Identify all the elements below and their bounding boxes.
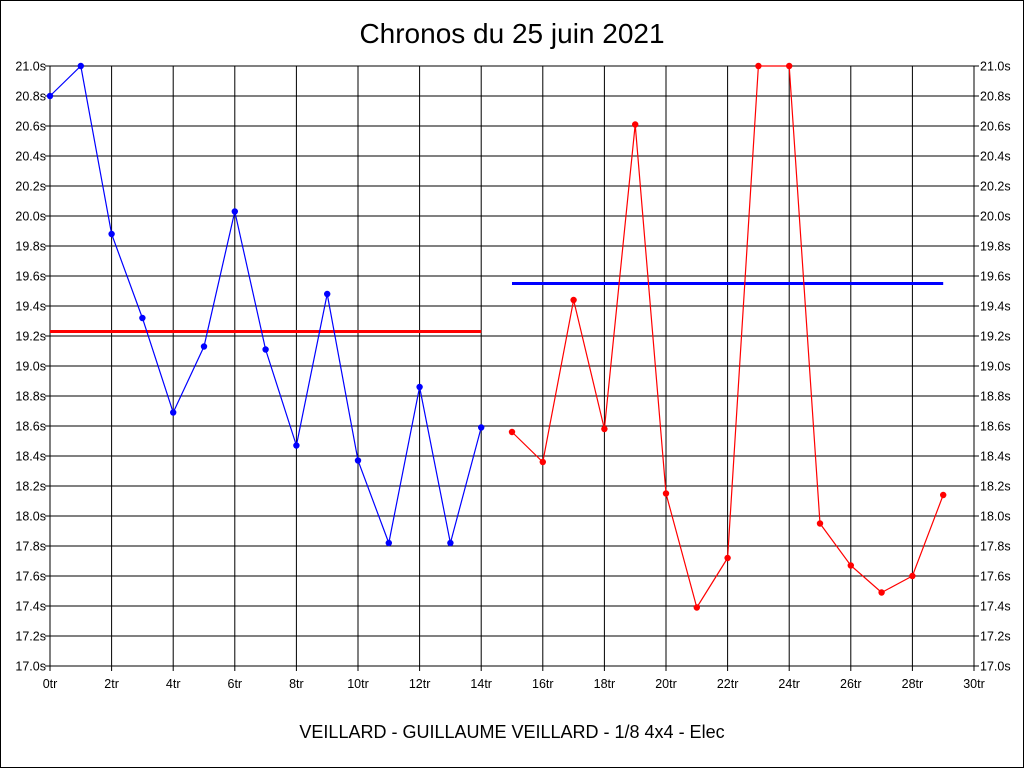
y-tick-label-left: 20.8s <box>15 90 46 104</box>
y-tick-label-left: 17.0s <box>15 660 46 674</box>
data-point <box>755 62 762 70</box>
x-tick-label: 6tr <box>228 677 243 691</box>
y-tick-label-right: 19.6s <box>980 270 1011 284</box>
data-point <box>724 554 731 562</box>
y-tick-label-right: 21.0s <box>980 60 1011 74</box>
y-tick-label-left: 18.4s <box>15 450 46 464</box>
data-point <box>46 92 54 100</box>
y-tick-label-left: 19.8s <box>15 240 46 254</box>
y-tick-label-right: 17.4s <box>980 600 1011 614</box>
data-point <box>601 425 608 433</box>
data-point <box>816 520 824 527</box>
data-point <box>170 409 177 416</box>
data-point <box>77 62 85 70</box>
data-point <box>447 539 454 547</box>
y-tick-label-left: 20.0s <box>15 210 46 224</box>
x-tick-label: 16tr <box>532 677 554 691</box>
data-point <box>847 562 854 569</box>
data-point <box>385 539 392 547</box>
y-tick-label-right: 17.6s <box>980 570 1011 584</box>
y-tick-label-right: 19.4s <box>980 300 1011 314</box>
y-tick-label-right: 19.2s <box>980 330 1011 344</box>
y-tick-label-left: 18.2s <box>15 480 46 494</box>
y-tick-label-right: 20.0s <box>980 210 1011 224</box>
y-tick-label-right: 18.8s <box>980 390 1011 404</box>
y-tick-label-left: 19.0s <box>15 360 46 374</box>
data-point <box>662 490 670 497</box>
y-tick-label-right: 18.4s <box>980 450 1011 464</box>
x-tick-label: 12tr <box>409 677 431 691</box>
data-point <box>940 491 947 499</box>
data-point <box>478 424 485 431</box>
x-tick-label: 14tr <box>470 677 492 691</box>
x-tick-label: 2tr <box>104 677 119 691</box>
y-tick-label-left: 17.4s <box>15 600 46 614</box>
data-point <box>878 589 885 596</box>
y-tick-label-right: 20.2s <box>980 180 1011 194</box>
data-point <box>693 604 700 611</box>
x-tick-label: 22tr <box>717 677 739 691</box>
data-point <box>108 230 115 238</box>
y-tick-label-right: 19.8s <box>980 240 1011 254</box>
y-tick-label-left: 17.8s <box>15 540 46 554</box>
data-point <box>508 428 516 436</box>
x-tick-label: 26tr <box>840 677 862 691</box>
x-tick-label: 4tr <box>166 677 181 691</box>
x-tick-label: 30tr <box>963 677 985 691</box>
data-point <box>324 290 331 298</box>
chart-title: Chronos du 25 juin 2021 <box>359 18 665 49</box>
y-tick-label-right: 17.0s <box>980 660 1011 674</box>
y-tick-label-right: 20.6s <box>980 120 1011 134</box>
y-tick-label-left: 18.6s <box>15 420 46 434</box>
chart-subtitle: VEILLARD - GUILLAUME VEILLARD - 1/8 4x4 … <box>299 722 725 742</box>
y-tick-label-left: 17.2s <box>15 630 46 644</box>
x-tick-label: 8tr <box>289 677 304 691</box>
x-tick-label: 18tr <box>594 677 616 691</box>
series-line <box>49 64 482 546</box>
x-tick-label: 24tr <box>778 677 800 691</box>
y-tick-label-right: 18.6s <box>980 420 1011 434</box>
x-tick-label: 28tr <box>902 677 924 691</box>
y-tick-label-left: 20.6s <box>15 120 46 134</box>
y-tick-label-right: 17.2s <box>980 630 1011 644</box>
y-tick-label-right: 18.2s <box>980 480 1011 494</box>
data-point <box>632 121 639 128</box>
x-tick-label: 20tr <box>655 677 677 691</box>
data-point <box>570 296 577 304</box>
data-point <box>909 572 916 580</box>
y-tick-label-right: 20.4s <box>980 150 1011 164</box>
y-tick-label-left: 19.6s <box>15 270 46 284</box>
y-tick-label-left: 20.4s <box>15 150 46 164</box>
data-point <box>786 62 793 70</box>
y-tick-label-left: 21.0s <box>15 60 46 74</box>
data-point <box>354 457 362 464</box>
x-tick-label: 0tr <box>43 677 58 691</box>
data-point <box>139 314 146 322</box>
y-tick-label-left: 18.0s <box>15 510 46 524</box>
y-tick-label-right: 19.0s <box>980 360 1011 374</box>
data-point <box>231 208 238 215</box>
y-tick-label-left: 19.4s <box>15 300 46 314</box>
y-tick-label-right: 18.0s <box>980 510 1011 524</box>
data-point <box>539 458 546 466</box>
data-point <box>262 346 269 353</box>
y-tick-label-left: 20.2s <box>15 180 46 194</box>
x-tick-label: 10tr <box>347 677 369 691</box>
y-tick-label-left: 19.2s <box>15 330 46 344</box>
y-tick-label-left: 17.6s <box>15 570 46 584</box>
y-tick-label-right: 17.8s <box>980 540 1011 554</box>
y-tick-label-right: 20.8s <box>980 90 1011 104</box>
data-point <box>416 383 423 391</box>
data-point <box>293 442 300 449</box>
y-tick-label-left: 18.8s <box>15 390 46 404</box>
data-point <box>200 343 208 350</box>
